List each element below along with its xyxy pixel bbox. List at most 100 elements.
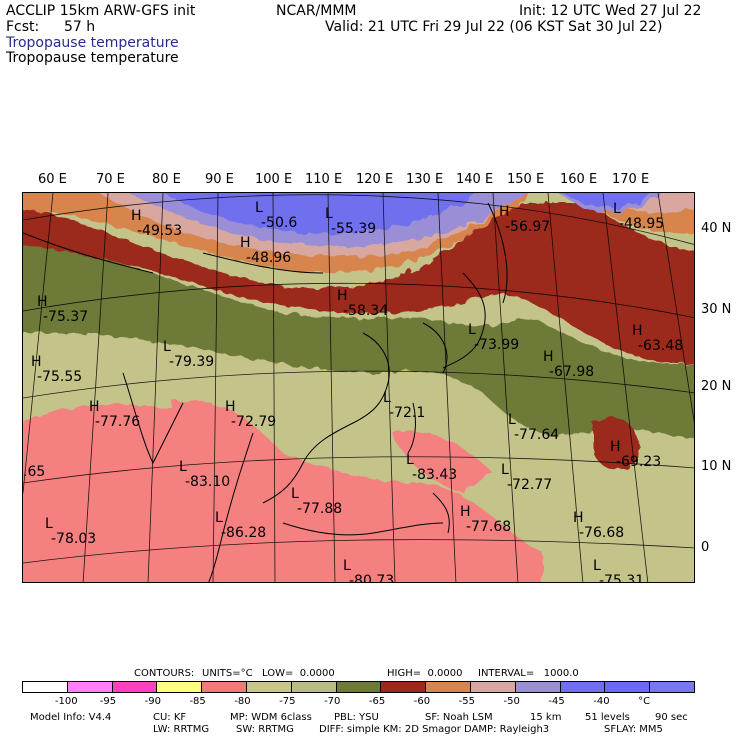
marker-type: L: [508, 412, 516, 428]
colorbar-tick: -85: [189, 696, 206, 707]
marker-type: H: [89, 399, 100, 415]
marker-value: -77.88: [297, 501, 343, 517]
fcst-label: Fcst:: [6, 19, 40, 35]
marker-type: L: [501, 462, 509, 478]
colorbar-tick: -40: [593, 696, 610, 707]
lat-label: 20 N: [701, 379, 732, 394]
lat-label: 40 N: [701, 221, 732, 236]
lon-label: 100 E: [255, 172, 293, 187]
marker-value: -86.28: [221, 525, 267, 541]
marker-value: -63.48: [638, 338, 684, 354]
marker-value: -48.96: [246, 250, 292, 266]
marker-type: H: [31, 354, 42, 370]
colorbar-swatch: [426, 682, 471, 692]
lat-label: 10 N: [701, 459, 732, 474]
marker-value: -77.68: [466, 519, 512, 535]
marker-value: -77.76: [95, 414, 141, 430]
colorbar-swatch: [291, 682, 337, 692]
marker-type: H: [573, 510, 584, 526]
timestep: 90 sec: [655, 712, 688, 723]
marker-value: -77.64: [514, 427, 560, 443]
colorbar-swatch: [650, 682, 694, 692]
field-title-1: Tropopause temperature: [6, 35, 179, 51]
colorbar-tick: -100: [54, 696, 78, 707]
marker-type: L: [468, 322, 476, 338]
lon-label: 150 E: [507, 172, 545, 187]
colorbar-swatch: [605, 682, 651, 692]
colorbar-swatch: [112, 682, 158, 692]
marker-type: L: [291, 486, 299, 502]
marker-value: -83.10: [185, 474, 231, 490]
lon-label: 160 E: [560, 172, 598, 187]
lon-label: 110 E: [305, 172, 343, 187]
resolution: 15 km: [530, 712, 562, 723]
colorbar-swatch: [246, 682, 292, 692]
marker-type: L: [325, 206, 333, 222]
marker-type: L: [406, 452, 414, 468]
lon-label: 80 E: [152, 172, 181, 187]
marker-value: -73.99: [474, 337, 520, 353]
marker-value: -67.98: [549, 364, 595, 380]
marker-type: L: [593, 558, 601, 574]
marker-type: H: [37, 294, 48, 310]
model-info: Model Info: V4.4: [30, 712, 112, 723]
sw-scheme: SW: RRTMG: [236, 724, 294, 735]
colorbar-swatch: [336, 682, 382, 692]
marker-value: -79.39: [169, 354, 215, 370]
colorbar-swatch: [381, 682, 427, 692]
colorbar-tick: -80: [234, 696, 251, 707]
marker-type: H: [240, 235, 251, 251]
lon-label: 120 E: [356, 172, 394, 187]
tropopause-temperature-map: H -49.53 L -50.6 L -55.39 H -56.97 L -48.95 H -48.9…: [22, 192, 695, 583]
org-label: NCAR/MMM: [276, 3, 357, 19]
marker-value: -78.03: [51, 531, 97, 547]
valid-time: Valid: 21 UTC Fri 29 Jul 22 (06 KST Sat …: [325, 19, 663, 35]
lon-label: 90 E: [205, 172, 234, 187]
pbl-scheme: PBL: YSU: [334, 712, 379, 723]
diff-scheme: DIFF: simple KM: 2D Smagor DAMP: Rayleig…: [319, 724, 550, 735]
field-title-2: Tropopause temperature: [6, 50, 179, 66]
marker-type: L: [255, 200, 263, 216]
colorbar-swatch: [67, 682, 113, 692]
lat-label: 30 N: [701, 302, 732, 317]
colorbar-swatch: [560, 682, 606, 692]
colorbar-swatch: [515, 682, 561, 692]
colorbar-tick: -45: [548, 696, 565, 707]
sf-scheme: SF: Noah LSM: [425, 712, 493, 723]
left-edge-value: .65: [23, 464, 46, 480]
colorbar-swatch: [470, 682, 516, 692]
marker-type: H: [543, 349, 554, 365]
marker-value: -72.79: [231, 414, 277, 430]
marker-type: L: [163, 339, 171, 355]
marker-value: -80.73: [349, 573, 395, 583]
marker-type: L: [45, 516, 53, 532]
marker-type: L: [179, 459, 187, 475]
colorbar-swatch: [23, 682, 68, 692]
marker-value: -76.68: [579, 525, 625, 541]
contours-label: CONTOURS:: [134, 668, 195, 679]
colorbar-swatch: [202, 682, 247, 692]
mp-scheme: MP: WDM 6class: [230, 712, 312, 723]
marker-value: -50.6: [261, 215, 298, 231]
map-field-svg: [23, 193, 694, 582]
colorbar-tick: °C: [638, 696, 651, 707]
colorbar: [22, 681, 695, 693]
fcst-value: 57 h: [64, 19, 96, 35]
colorbar-tick: -95: [99, 696, 117, 707]
lon-label: 170 E: [612, 172, 650, 187]
lon-label: 60 E: [38, 172, 67, 187]
marker-value: -58.34: [343, 303, 389, 319]
init-time: Init: 12 UTC Wed 27 Jul 22: [519, 3, 702, 19]
marker-type: L: [613, 201, 621, 217]
contours-low: LOW= 0.0000: [262, 668, 335, 679]
marker-type: H: [225, 399, 236, 415]
marker-type: H: [632, 323, 643, 339]
lw-scheme: LW: RRTMG: [153, 724, 210, 735]
contours-high: HIGH= 0.0000: [387, 668, 463, 679]
contours-interval: INTERVAL= 1000.0: [478, 668, 579, 679]
colorbar-tick: -50: [503, 696, 520, 707]
colorbar-tick: -65: [368, 696, 386, 707]
marker-type: H: [337, 288, 348, 304]
colorbar-tick: -60: [413, 696, 431, 707]
model-title: ACCLIP 15km ARW-GFS init: [6, 3, 196, 19]
